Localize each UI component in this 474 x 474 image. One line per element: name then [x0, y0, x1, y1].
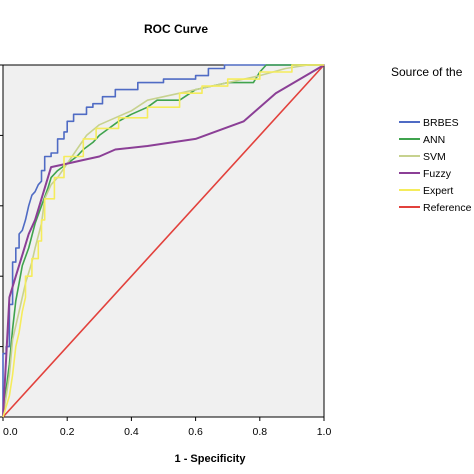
legend-label-fuzzy: Fuzzy: [423, 168, 452, 180]
legend-label-reference: Reference: [423, 202, 472, 214]
series-line-svm: [2, 64, 324, 418]
series-layer: [2, 64, 325, 418]
legend-label-brbes: BRBES: [423, 117, 459, 129]
x-tick-label: 0.2: [60, 426, 75, 438]
chart-title: ROC Curve: [144, 22, 208, 36]
x-tick-label: 1.0: [317, 426, 332, 438]
x-tick-label: 0.8: [252, 426, 267, 438]
legend-title: Source of the: [391, 65, 463, 79]
x-tick-label: 0.6: [188, 426, 203, 438]
legend: BRBES ANN SVM Fuzzy Expert Reference: [399, 117, 472, 214]
x-axis-ticks: 0.0 0.2 0.4 0.6 0.8 1.0: [0, 64, 332, 438]
series-line-ann: [2, 64, 324, 418]
legend-label-ann: ANN: [423, 134, 445, 146]
series-line-reference: [2, 64, 325, 418]
x-tick-label: 0.4: [124, 426, 139, 438]
legend-label-expert: Expert: [423, 185, 453, 197]
series-line-fuzzy: [2, 64, 325, 418]
series-line-brbes: [2, 64, 324, 417]
x-tick-label: 0.0: [3, 426, 18, 438]
series-line-expert: [2, 64, 324, 418]
x-axis-label: 1 - Specificity: [175, 453, 247, 465]
legend-label-svm: SVM: [423, 151, 446, 163]
